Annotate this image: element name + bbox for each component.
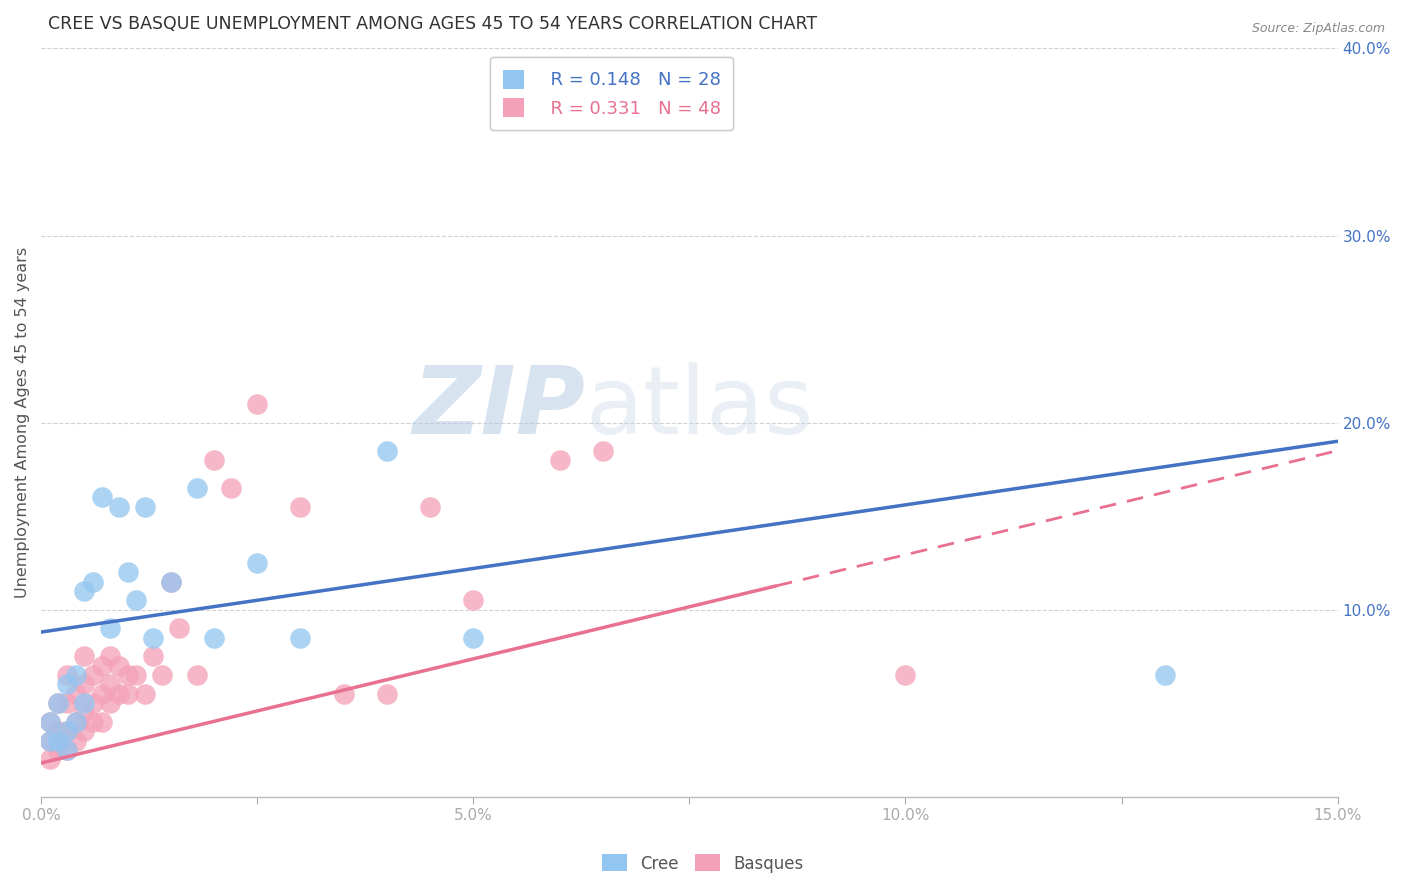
Point — [90, 687, 112, 701]
Point — [332, 687, 354, 701]
Point — [73, 696, 96, 710]
Point — [125, 668, 148, 682]
Point — [246, 556, 269, 570]
Point — [463, 593, 485, 607]
Point — [108, 687, 131, 701]
Point — [290, 631, 312, 645]
Point — [73, 706, 96, 720]
Point — [169, 621, 191, 635]
Point — [65, 714, 87, 729]
Point — [290, 500, 312, 514]
Point — [73, 724, 96, 739]
Point — [65, 714, 87, 729]
Point — [219, 481, 242, 495]
Point — [73, 583, 96, 598]
Point — [56, 696, 79, 710]
Point — [90, 658, 112, 673]
Point — [117, 668, 139, 682]
Point — [159, 574, 181, 589]
Point — [246, 397, 269, 411]
Text: CREE VS BASQUE UNEMPLOYMENT AMONG AGES 45 TO 54 YEARS CORRELATION CHART: CREE VS BASQUE UNEMPLOYMENT AMONG AGES 4… — [48, 15, 817, 33]
Point — [548, 453, 571, 467]
Point — [82, 574, 104, 589]
Point — [73, 677, 96, 691]
Point — [48, 724, 70, 739]
Point — [375, 687, 398, 701]
Point — [56, 724, 79, 739]
Point — [202, 453, 225, 467]
Point — [65, 687, 87, 701]
Point — [56, 743, 79, 757]
Point — [159, 574, 181, 589]
Text: ZIP: ZIP — [413, 361, 586, 454]
Point — [505, 88, 527, 103]
Point — [142, 649, 165, 664]
Point — [150, 668, 173, 682]
Point — [65, 668, 87, 682]
Point — [117, 565, 139, 579]
Legend:   R = 0.148   N = 28,   R = 0.331   N = 48: R = 0.148 N = 28, R = 0.331 N = 48 — [489, 57, 734, 130]
Point — [73, 649, 96, 664]
Point — [90, 714, 112, 729]
Point — [38, 733, 60, 747]
Point — [592, 443, 614, 458]
Legend: Cree, Basques: Cree, Basques — [595, 847, 811, 880]
Point — [98, 677, 121, 691]
Point — [48, 696, 70, 710]
Point — [48, 743, 70, 757]
Point — [56, 668, 79, 682]
Point — [82, 668, 104, 682]
Point — [38, 714, 60, 729]
Point — [48, 733, 70, 747]
Point — [48, 696, 70, 710]
Point — [82, 714, 104, 729]
Point — [894, 668, 917, 682]
Point — [186, 668, 208, 682]
Point — [134, 687, 156, 701]
Point — [202, 631, 225, 645]
Point — [82, 696, 104, 710]
Point — [56, 677, 79, 691]
Point — [98, 621, 121, 635]
Point — [90, 491, 112, 505]
Point — [419, 500, 441, 514]
Point — [186, 481, 208, 495]
Point — [125, 593, 148, 607]
Point — [38, 752, 60, 766]
Point — [108, 658, 131, 673]
Point — [98, 649, 121, 664]
Y-axis label: Unemployment Among Ages 45 to 54 years: Unemployment Among Ages 45 to 54 years — [15, 247, 30, 599]
Point — [134, 500, 156, 514]
Point — [56, 724, 79, 739]
Text: atlas: atlas — [586, 361, 814, 454]
Point — [1153, 668, 1175, 682]
Point — [38, 733, 60, 747]
Point — [463, 631, 485, 645]
Point — [98, 696, 121, 710]
Point — [65, 733, 87, 747]
Point — [117, 687, 139, 701]
Point — [142, 631, 165, 645]
Point — [56, 743, 79, 757]
Point — [375, 443, 398, 458]
Text: Source: ZipAtlas.com: Source: ZipAtlas.com — [1251, 22, 1385, 36]
Point — [38, 714, 60, 729]
Point — [108, 500, 131, 514]
